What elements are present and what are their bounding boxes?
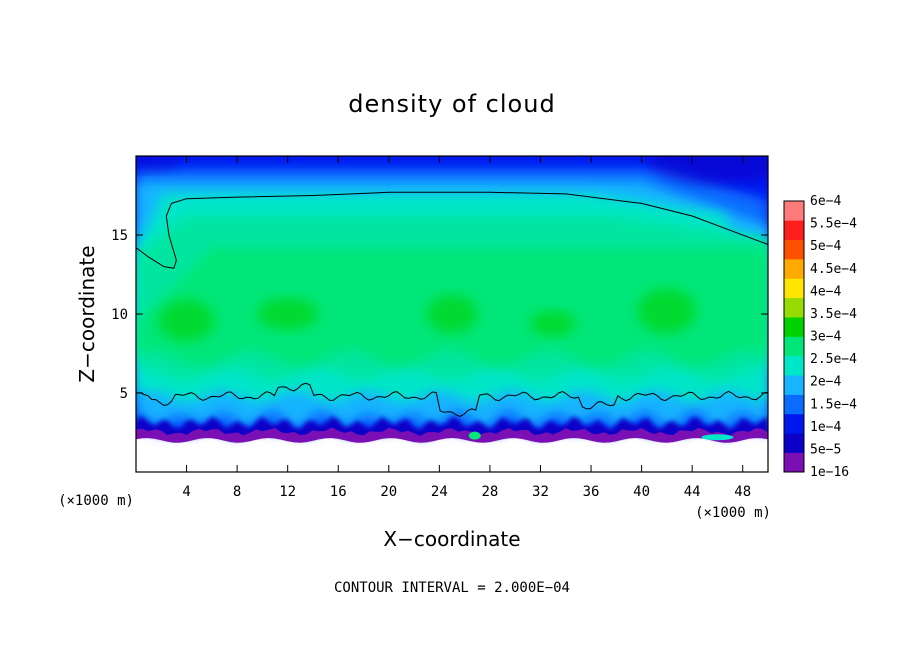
colorbar-label: 1e−16: [810, 465, 849, 480]
colorbar-swatch: [784, 278, 804, 299]
colorbar-label: 3e−4: [810, 330, 841, 345]
colorbar-label: 6e−4: [810, 194, 841, 209]
colorbar-label: 1e−4: [810, 420, 841, 435]
colorbar-label: 5e−5: [810, 442, 841, 457]
y-tick-label: 15: [111, 228, 128, 244]
colorbar-label: 2.5e−4: [810, 352, 857, 367]
colorbar: 1e−16 5e−5 1e−4 1.5e−4 2e−4 2.5e−4 3e−4 3.5e−4 4…: [783, 194, 857, 480]
x-axis-label: X−coordinate: [383, 527, 520, 551]
colorbar-swatch: [784, 413, 804, 434]
colorbar-swatch: [784, 394, 804, 415]
y-axis-ticks: 5 10 15: [111, 228, 768, 402]
colorbar-label: 2e−4: [810, 375, 841, 390]
x-tick-label: 12: [279, 484, 296, 500]
x-tick-label: 24: [431, 484, 448, 500]
y-tick-label: 10: [111, 307, 128, 323]
y-tick-label: 5: [120, 386, 128, 402]
x-tick-label: 40: [633, 484, 650, 500]
field-core-blob: [158, 299, 215, 341]
plot-area: [136, 156, 768, 472]
colorbar-swatch: [784, 452, 804, 473]
y-axis-label: Z−coordinate: [75, 245, 99, 382]
field-corner-dark: [647, 156, 768, 185]
x-tick-label: 20: [380, 484, 397, 500]
colorbar-label: 5e−4: [810, 239, 841, 254]
colorbar-swatch: [784, 201, 804, 221]
colorbar-swatch: [784, 239, 804, 260]
x-axis-unit: (×1000 m): [695, 505, 771, 521]
chart-title: density of cloud: [348, 90, 555, 118]
colorbar-label: 1.5e−4: [810, 397, 857, 412]
x-tick-label: 4: [182, 484, 190, 500]
colorbar-swatch: [784, 375, 804, 395]
field-core-blob: [257, 298, 319, 330]
contour-interval-note: CONTOUR INTERVAL = 2.000E−04: [334, 580, 570, 596]
colorbar-swatch: [784, 355, 804, 376]
colorbar-frame: [783, 200, 805, 473]
field-core-blob: [637, 288, 696, 333]
field-core-blob: [426, 295, 478, 333]
contour-upper: [136, 191, 768, 269]
colorbar-swatch: [784, 317, 804, 337]
colorbar-label: 4.5e−4: [810, 262, 857, 277]
x-tick-label: 36: [583, 484, 600, 500]
contour-lower: [136, 382, 768, 417]
x-tick-label: 28: [481, 484, 498, 500]
field-base-purple: [136, 427, 768, 443]
field-feature: [701, 434, 734, 441]
colorbar-label: 4e−4: [810, 284, 841, 299]
x-tick-label: 32: [532, 484, 549, 500]
colorbar-swatch: [784, 259, 804, 279]
contour-lines: [136, 191, 768, 417]
y-axis-unit: (×1000 m): [58, 493, 134, 509]
x-axis-ticks: 4 8 12 16 20 24 28 32 36 40 44 48: [182, 156, 751, 500]
cloud-density-field: [136, 156, 768, 443]
colorbar-label: 5.5e−4: [810, 217, 857, 232]
x-tick-label: 8: [233, 484, 241, 500]
field-feature: [468, 431, 481, 440]
colorbar-swatch: [784, 336, 804, 357]
field-corner-dark: [136, 156, 183, 172]
x-tick-label: 48: [734, 484, 751, 500]
x-tick-label: 16: [330, 484, 347, 500]
colorbar-label: 3.5e−4: [810, 307, 857, 322]
colorbar-swatch: [784, 433, 804, 453]
field-core-blob: [530, 310, 576, 337]
x-tick-label: 44: [684, 484, 701, 500]
colorbar-swatch: [784, 220, 804, 241]
colorbar-swatch: [784, 297, 804, 318]
